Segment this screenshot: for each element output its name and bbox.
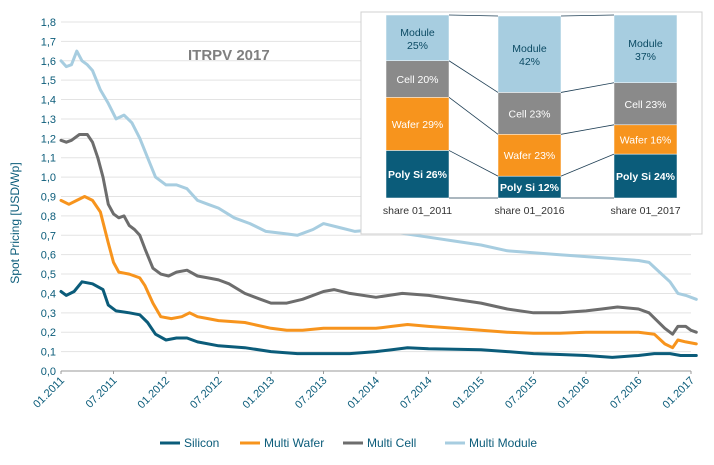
y-tick-label: 0,1 (41, 347, 56, 359)
inset-segment-module (385, 14, 450, 61)
legend-label: Multi Wafer (264, 436, 324, 450)
inset-segment-label: Wafer 29% (392, 119, 444, 131)
inset-connector (448, 97, 499, 135)
x-tick-labels: 01.2011 07.2011 01.2012 07.2012 01.2013 07.20… (31, 371, 697, 411)
y-tick-label: 0,5 (41, 269, 56, 281)
inset-segment-wafer (497, 134, 562, 177)
x-tick-label: 01.2011 (31, 375, 67, 411)
y-axis-label: Spot Pricing [USD/Wp] (8, 162, 22, 283)
inset-segment-label: Module 37% (628, 38, 663, 63)
inset-segment-label: Wafer 23% (504, 150, 556, 162)
y-tick-label: 0,3 (41, 308, 56, 320)
x-tick-label: 07.2011 (84, 375, 120, 411)
inset-segment-wafer (613, 124, 678, 155)
x-tick-label: 01.2013 (241, 375, 278, 412)
x-tick-label: 07.2012 (188, 375, 225, 412)
y-tick-labels: 0,0 0,1 0,2 0,3 0,4 0,5 0,6 0,7 0,8 0,9 1,0 1,1 1,2 1… (41, 17, 56, 378)
y-tick-label: 1,6 (41, 56, 56, 68)
inset-segment-module (613, 14, 678, 83)
legend-label: Multi Cell (367, 436, 416, 450)
series-line-multi-module (59, 49, 698, 301)
legend-label: Multi Module (469, 436, 537, 450)
y-tick-label: 0,7 (41, 230, 56, 242)
inset-connector (560, 14, 615, 17)
inset-segment-label: Module 25% (400, 27, 435, 52)
inset-connector (448, 60, 499, 93)
inset-segment-cell (385, 60, 450, 98)
inset-segment-cell (497, 92, 562, 135)
inset-category-label: share 01_2011 (383, 205, 452, 217)
y-tick-label: 0,9 (41, 192, 56, 204)
y-tick-label: 1,0 (41, 172, 56, 184)
y-tick-label: 0,6 (41, 250, 56, 262)
y-tick-label: 1,8 (41, 17, 56, 29)
inset-segment-label: Cell 20% (396, 74, 438, 86)
inset-segment-wafer (385, 97, 450, 151)
inset-segment-label: Poly Si 24% (616, 171, 676, 183)
x-tick-label: 07.2015 (503, 375, 540, 412)
y-tick-label: 0,8 (41, 211, 56, 223)
inset-category-label: share 01_2017 (610, 205, 680, 217)
inset-segment-cell (613, 82, 678, 126)
inset-category-label: share 01_2016 (494, 205, 564, 217)
x-tick-label: 01.2012 (136, 375, 173, 412)
x-tick-label: 01.2016 (556, 375, 593, 412)
inset-connector (448, 150, 499, 177)
x-tick-label: 07.2016 (608, 375, 645, 412)
chart-title: ITRPV 2017 (188, 47, 270, 64)
inset-segment-poly-si (613, 153, 678, 199)
y-tick-label: 0,0 (41, 366, 56, 378)
legend-label: Silicon (184, 436, 219, 450)
x-tick-label: 01.2015 (451, 375, 488, 412)
y-tick-label: 1,7 (41, 36, 56, 48)
x-tick-label: 01.2014 (346, 375, 383, 412)
y-tick-label: 1,3 (41, 114, 56, 126)
inset-connector (560, 82, 615, 93)
inset-segment-label: Poly Si 26% (388, 169, 448, 181)
inset-connector (560, 124, 615, 135)
y-tick-label: 0,2 (41, 327, 56, 339)
x-tick-label: 01.2017 (661, 375, 698, 412)
x-tick-label: 07.2014 (398, 375, 435, 412)
inset-connector (448, 14, 499, 17)
inset-stacked-bar-chart: Poly Si 26% Wafer 29% Cell 20% Module 25% sha… (360, 11, 703, 235)
x-tick-label: 07.2013 (293, 375, 330, 412)
inset-segment-label: Cell 23% (508, 108, 550, 120)
legend: Silicon Multi Wafer Multi Cell Multi Module (160, 436, 537, 450)
inset-segment-label: Wafer 16% (620, 134, 672, 146)
y-tick-label: 0,4 (41, 288, 56, 300)
inset-segment-label: Module 42% (512, 43, 547, 68)
y-tick-label: 1,1 (41, 153, 56, 165)
series-lines (59, 49, 698, 359)
series-line-silicon (59, 280, 698, 359)
series-line-multi-cell (59, 133, 698, 336)
inset-connector (560, 153, 615, 177)
y-tick-label: 1,4 (41, 95, 56, 107)
inset-segment-poly-si (385, 150, 450, 199)
inset-segment-label: Poly Si 12% (500, 182, 560, 194)
inset-segment-label: Cell 23% (624, 99, 666, 111)
inset-segment-module (497, 15, 562, 93)
series-line-multi-wafer (59, 195, 698, 350)
y-tick-label: 1,2 (41, 133, 56, 145)
y-tick-label: 1,5 (41, 75, 56, 87)
